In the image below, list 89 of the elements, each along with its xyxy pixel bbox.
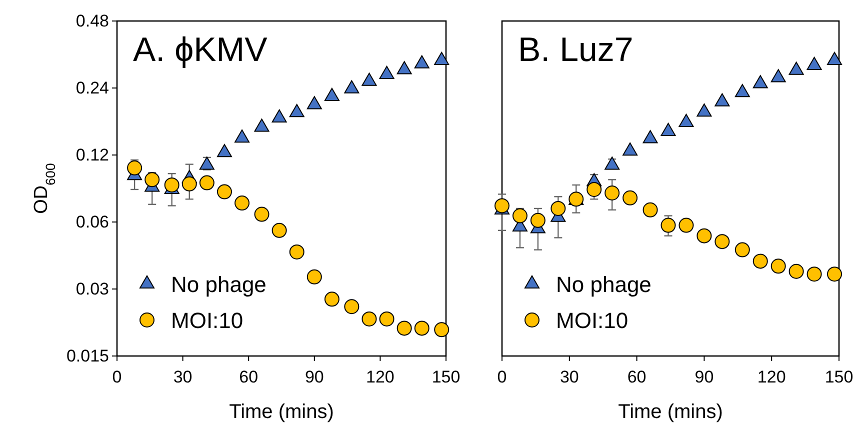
- point: [272, 109, 287, 123]
- point: [234, 129, 250, 143]
- point: [414, 55, 430, 68]
- point: [216, 184, 232, 200]
- point: [770, 258, 786, 274]
- x-tick-label: 90: [694, 368, 714, 387]
- point: [234, 196, 250, 211]
- x-axis-title: Time (mins): [229, 401, 334, 423]
- y-tick-label: 0.03: [76, 279, 109, 298]
- point: [396, 61, 412, 74]
- point: [642, 130, 658, 144]
- point: [788, 264, 804, 279]
- point: [604, 185, 620, 200]
- point: [586, 182, 602, 197]
- x-tick-label: 150: [432, 368, 460, 387]
- point: [289, 244, 304, 260]
- point: [289, 104, 304, 118]
- point: [182, 176, 197, 192]
- point: [254, 118, 270, 132]
- x-tick-label: 120: [366, 368, 394, 387]
- x-tick-label: 60: [627, 368, 646, 387]
- legend-label: No phage: [171, 272, 266, 297]
- point: [362, 72, 377, 86]
- x-tick-label: 90: [304, 368, 324, 387]
- point: [306, 96, 322, 110]
- point: [324, 88, 340, 101]
- y-tick-label: 0.12: [76, 145, 109, 164]
- point: [788, 62, 804, 75]
- point: [752, 254, 768, 269]
- point: [379, 66, 394, 80]
- point: [512, 208, 528, 224]
- point: [604, 156, 620, 170]
- point: [550, 200, 566, 216]
- point: [272, 222, 287, 238]
- point: [734, 242, 750, 258]
- y-tick-label: 0.06: [76, 212, 109, 232]
- chart-title: B. Luz7: [518, 31, 634, 69]
- point: [414, 320, 430, 336]
- point: [379, 311, 394, 326]
- point: [622, 190, 638, 206]
- legend-label: No phage: [556, 272, 652, 297]
- point: [696, 228, 712, 244]
- y-tick-label: 0.24: [76, 78, 109, 98]
- x-tick-label: 30: [560, 368, 579, 387]
- point: [199, 156, 214, 170]
- point: [806, 266, 822, 282]
- point: [806, 56, 822, 70]
- chart-title: A. ϕKMV: [133, 31, 268, 69]
- point: [396, 320, 412, 336]
- point: [714, 234, 730, 250]
- point: [127, 160, 142, 176]
- x-tick-label: 150: [824, 368, 854, 387]
- legend-label: MOI:10: [171, 308, 244, 333]
- point: [714, 93, 730, 106]
- point: [434, 322, 450, 338]
- point: [344, 80, 360, 94]
- x-tick-label: 30: [173, 368, 192, 387]
- point: [770, 69, 786, 82]
- point: [144, 172, 160, 188]
- point: [199, 175, 214, 190]
- x-tick-label: 120: [757, 368, 786, 387]
- point: [306, 269, 322, 284]
- point: [642, 202, 658, 218]
- point: [660, 218, 676, 233]
- point: [827, 266, 842, 282]
- point: [362, 311, 377, 326]
- point: [752, 75, 768, 88]
- y-tick-label: 0.48: [76, 11, 109, 30]
- point: [344, 299, 360, 314]
- point: [734, 84, 750, 98]
- point: [216, 144, 232, 158]
- x-axis-title: Time (mins): [618, 401, 723, 423]
- point: [696, 104, 712, 117]
- legend-label: MOI:10: [556, 308, 628, 333]
- point: [827, 52, 842, 66]
- y-tick-label: 0.015: [66, 346, 109, 366]
- x-tick-label: 0: [112, 368, 122, 387]
- point: [324, 292, 340, 307]
- x-tick-label: 60: [239, 368, 258, 387]
- point: [434, 52, 450, 66]
- point: [164, 177, 180, 192]
- point: [530, 212, 546, 228]
- point: [622, 142, 638, 156]
- point: [660, 122, 676, 136]
- point: [254, 206, 270, 222]
- point: [678, 114, 694, 128]
- x-tick-label: 0: [497, 368, 507, 387]
- point: [678, 218, 694, 233]
- point: [494, 198, 510, 214]
